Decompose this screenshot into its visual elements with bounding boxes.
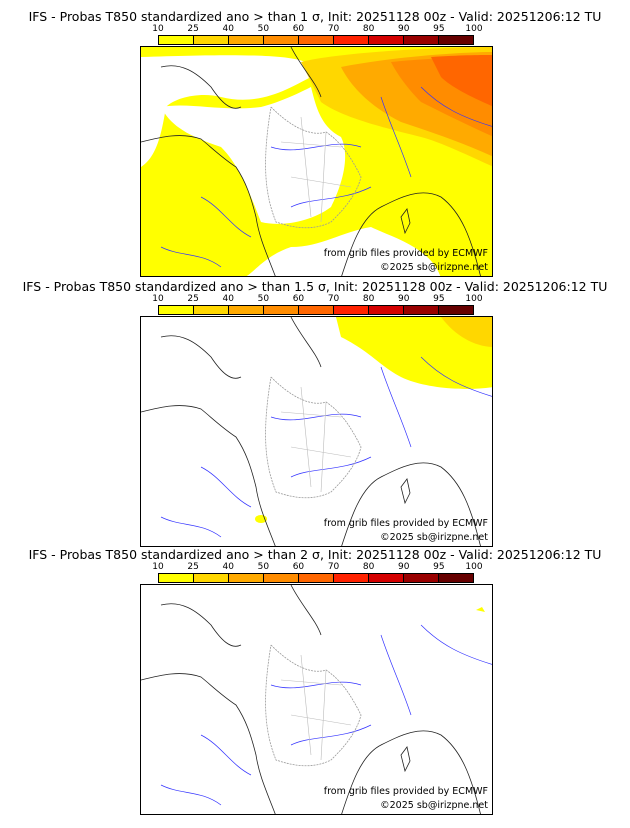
colorbar-tick-label: 60 <box>292 24 305 34</box>
forecast-panel: IFS - Probas T850 standardized ano > tha… <box>0 280 630 547</box>
colorbar <box>158 305 474 315</box>
colorbar-swatch <box>334 36 369 44</box>
colorbar-tick-label: 90 <box>398 562 410 572</box>
colorbar-ticks: 10 25 40 50 60 70 80 90 95 100 <box>152 562 482 572</box>
colorbar-tick-label: 70 <box>327 294 340 304</box>
colorbar-tick-label: 40 <box>222 294 234 304</box>
colorbar-swatch <box>229 574 264 582</box>
colorbar-tick-label: 10 <box>152 24 164 34</box>
colorbar-tick-label: 100 <box>465 294 483 304</box>
colorbar-tick-label: 10 <box>152 294 164 304</box>
colorbar-swatch <box>194 574 229 582</box>
colorbar-tick-label: 10 <box>152 562 164 572</box>
copyright: ©2025 sb@irizpne.net <box>380 262 488 273</box>
map-graphic <box>141 585 492 814</box>
colorbar-ticks: 10 25 40 50 60 70 80 90 95 100 <box>152 294 482 304</box>
colorbar-tick-label: 60 <box>292 294 305 304</box>
colorbar-swatch <box>334 306 369 314</box>
colorbar-swatch <box>159 574 194 582</box>
map-graphic <box>141 317 492 546</box>
colorbar-swatch <box>439 36 473 44</box>
colorbar <box>158 573 474 583</box>
probability-map: from grib files provided by ECMWF ©2025 … <box>140 316 493 547</box>
colorbar-swatch <box>264 574 299 582</box>
colorbar-swatch <box>439 306 473 314</box>
colorbar-tick-label: 95 <box>433 294 445 304</box>
colorbar-tick-label: 40 <box>222 562 234 572</box>
colorbar-swatch <box>194 306 229 314</box>
colorbar-tick-label: 50 <box>257 24 270 34</box>
colorbar-swatch <box>229 36 264 44</box>
probability-map: from grib files provided by ECMWF ©2025 … <box>140 584 493 815</box>
colorbar-tick-label: 95 <box>433 562 445 572</box>
colorbar-tick-label: 80 <box>362 294 375 304</box>
colorbar-tick-label: 90 <box>398 24 410 34</box>
colorbar-tick-label: 100 <box>465 562 483 572</box>
copyright: ©2025 sb@irizpne.net <box>380 532 488 543</box>
colorbar-tick-label: 60 <box>292 562 305 572</box>
colorbar <box>158 35 474 45</box>
probability-map: from grib files provided by ECMWF ©2025 … <box>140 46 493 277</box>
colorbar-swatch <box>159 36 194 44</box>
colorbar-tick-label: 100 <box>465 24 483 34</box>
colorbar-swatch <box>404 306 439 314</box>
colorbar-swatch <box>299 574 334 582</box>
colorbar-swatch <box>229 306 264 314</box>
colorbar-swatch <box>299 36 334 44</box>
map-graphic <box>141 47 492 276</box>
colorbar-tick-label: 95 <box>433 24 445 34</box>
data-credit: from grib files provided by ECMWF <box>323 786 488 797</box>
panel-title: IFS - Probas T850 standardized ano > tha… <box>28 9 602 24</box>
colorbar-swatch <box>194 36 229 44</box>
colorbar-swatch <box>439 574 473 582</box>
colorbar-swatch <box>264 306 299 314</box>
colorbar-tick-label: 50 <box>257 294 270 304</box>
colorbar-tick-label: 70 <box>327 562 340 572</box>
data-credit: from grib files provided by ECMWF <box>323 518 488 529</box>
panel-title: IFS - Probas T850 standardized ano > tha… <box>28 547 602 562</box>
colorbar-swatch <box>369 306 404 314</box>
colorbar-swatch <box>299 306 334 314</box>
colorbar-swatch <box>404 574 439 582</box>
colorbar-swatch <box>159 306 194 314</box>
colorbar-tick-label: 90 <box>398 294 410 304</box>
forecast-panel: IFS - Probas T850 standardized ano > tha… <box>0 10 630 277</box>
colorbar-swatch <box>264 36 299 44</box>
colorbar-swatch <box>404 36 439 44</box>
copyright: ©2025 sb@irizpne.net <box>380 800 488 811</box>
colorbar-tick-label: 40 <box>222 24 234 34</box>
colorbar-tick-label: 25 <box>187 562 199 572</box>
data-credit: from grib files provided by ECMWF <box>323 248 488 259</box>
forecast-panel: IFS - Probas T850 standardized ano > tha… <box>0 548 630 815</box>
colorbar-tick-label: 25 <box>187 294 199 304</box>
colorbar-ticks: 10 25 40 50 60 70 80 90 95 100 <box>152 24 482 34</box>
colorbar-swatch <box>369 574 404 582</box>
colorbar-tick-label: 80 <box>362 24 375 34</box>
colorbar-swatch <box>334 574 369 582</box>
panel-title: IFS - Probas T850 standardized ano > tha… <box>22 279 608 294</box>
colorbar-swatch <box>369 36 404 44</box>
colorbar-tick-label: 50 <box>257 562 270 572</box>
colorbar-tick-label: 70 <box>327 24 340 34</box>
colorbar-tick-label: 80 <box>362 562 375 572</box>
colorbar-tick-label: 25 <box>187 24 199 34</box>
